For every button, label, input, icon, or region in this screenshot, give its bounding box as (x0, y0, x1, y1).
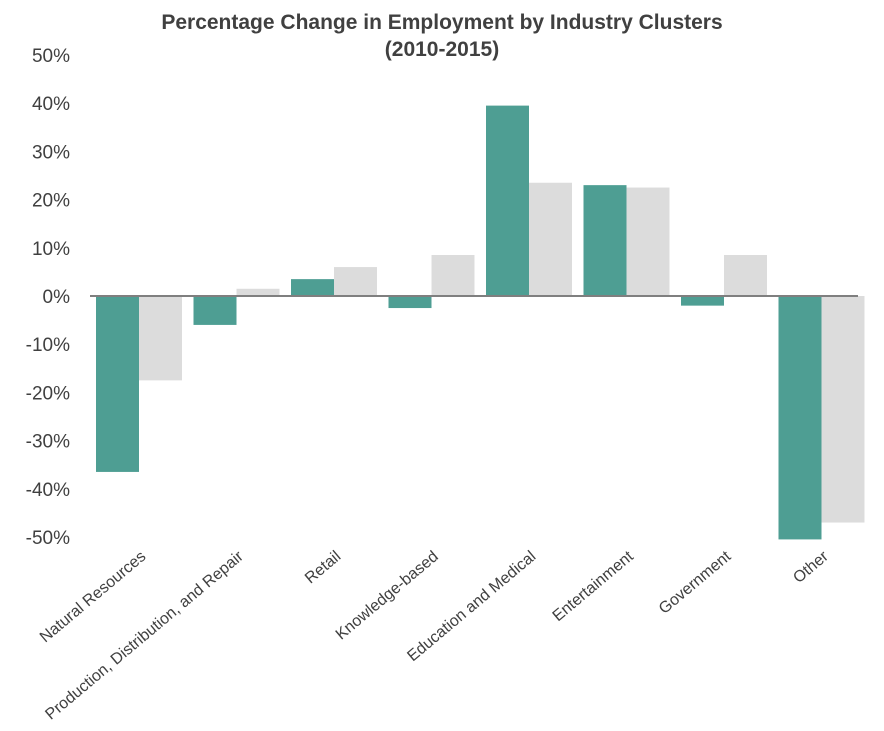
x-category-label: Natural Resources (37, 548, 149, 646)
x-category-label: Production, Distribution, and Repair (42, 548, 247, 724)
bar (388, 296, 432, 309)
bar (681, 296, 724, 306)
bar (529, 182, 572, 296)
bars (96, 105, 865, 540)
y-tick-label: -50% (26, 528, 70, 549)
y-tick-label: -40% (26, 480, 70, 501)
bar (193, 296, 237, 325)
y-tick-label: -10% (26, 335, 70, 356)
y-axis-ticks: 50% 40% 30% 20% 10% 0% -10% -20% -30% -40% -50% (26, 46, 70, 549)
y-tick-label: 10% (32, 239, 70, 260)
y-tick-label: 0% (43, 287, 71, 308)
y-tick-label: 20% (32, 191, 70, 212)
bar (583, 185, 627, 296)
x-category-label: Other (790, 548, 832, 587)
chart-subtitle: (2010-2015) (385, 38, 499, 61)
x-category-label: Retail (302, 548, 344, 587)
bar (96, 296, 139, 472)
chart-title: Percentage Change in Employment by Indus… (161, 11, 722, 34)
y-tick-label: -30% (26, 432, 70, 453)
bar (778, 296, 822, 540)
y-tick-label: 50% (32, 46, 70, 67)
x-category-label: Knowledge-based (333, 548, 442, 643)
bar (139, 296, 182, 381)
bar (334, 267, 377, 296)
x-category-label: Government (656, 548, 735, 618)
bar (431, 255, 475, 296)
bar (291, 279, 334, 296)
y-tick-label: -20% (26, 383, 70, 404)
y-tick-label: 30% (32, 142, 70, 163)
bar (821, 296, 865, 523)
bar (724, 255, 767, 296)
y-tick-label: 40% (32, 94, 70, 115)
x-category-label: Entertainment (550, 548, 638, 625)
bar (486, 105, 529, 296)
bar (236, 288, 280, 296)
bar (626, 187, 670, 296)
